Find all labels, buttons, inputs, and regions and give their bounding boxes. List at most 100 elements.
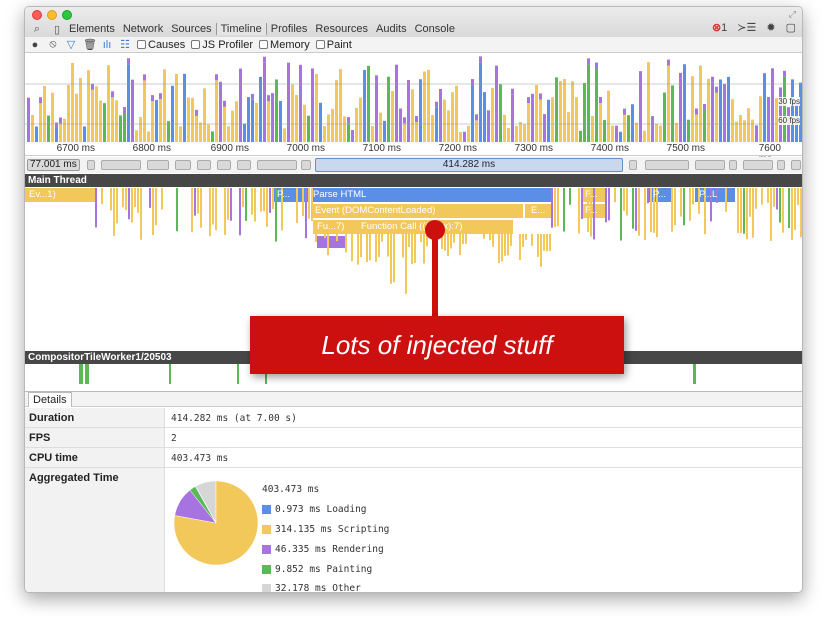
- overview-bar: [603, 120, 606, 142]
- frame-pill[interactable]: [217, 160, 231, 170]
- frame-pill[interactable]: [101, 160, 141, 170]
- clear-icon[interactable]: ⦸: [49, 38, 57, 50]
- tab-profiles[interactable]: Profiles: [270, 23, 308, 35]
- left-frame-time[interactable]: 77.001 ms: [27, 159, 80, 171]
- flame-slice: [137, 188, 139, 213]
- tab-network[interactable]: Network: [122, 23, 164, 35]
- tab-console[interactable]: Console: [414, 23, 455, 35]
- selected-frame[interactable]: 414.282 ms: [315, 158, 623, 172]
- overview-bar: [31, 114, 34, 142]
- flame-chart[interactable]: Ev...1) P... Parse HTML F... P... P...L …: [25, 188, 802, 354]
- overview-bar: [715, 92, 718, 142]
- checkbox-box[interactable]: [315, 40, 325, 49]
- frame-pill[interactable]: [87, 160, 95, 170]
- memory-checkbox[interactable]: Memory: [259, 39, 310, 51]
- frame-pill[interactable]: [301, 160, 311, 170]
- overview-bar: [219, 81, 222, 142]
- flame-parse-l[interactable]: P...L: [699, 189, 718, 200]
- error-counter[interactable]: ⊗1: [712, 21, 727, 34]
- flame-slice: [797, 188, 799, 206]
- tab-details[interactable]: Details: [28, 392, 72, 407]
- flame-function-call[interactable]: Function Call ((index):7): [361, 221, 463, 232]
- overview-bar-segment: [587, 58, 590, 65]
- frame-pill[interactable]: [645, 160, 689, 170]
- overview-bar: [507, 128, 510, 142]
- frame-pill[interactable]: [147, 160, 169, 170]
- overview-bar: [151, 101, 154, 142]
- overview-bar: [387, 76, 390, 142]
- overview-bar: [519, 121, 522, 142]
- flame-slice: [155, 188, 157, 226]
- title-bar: ⤢ ⌕ ▯ Elements Network Sources Timeline …: [25, 7, 802, 37]
- fullscreen-icon[interactable]: ⤢: [788, 9, 796, 19]
- search-icon[interactable]: ⌕: [33, 22, 41, 35]
- checkbox-box[interactable]: [191, 40, 201, 49]
- tab-resources[interactable]: Resources: [315, 23, 368, 35]
- main-thread-header[interactable]: Main Thread: [25, 174, 802, 187]
- frame-pill[interactable]: [237, 160, 251, 170]
- filter-icon[interactable]: ▽: [66, 39, 76, 51]
- flame-parse[interactable]: P...: [277, 189, 291, 200]
- frame-pill[interactable]: [257, 160, 297, 170]
- overview-bar: [695, 114, 698, 142]
- minimize-window-button[interactable]: [47, 10, 57, 20]
- frame-pill[interactable]: [629, 160, 637, 170]
- flame-paint[interactable]: P...: [653, 189, 667, 200]
- flame-function[interactable]: F...: [585, 189, 598, 200]
- drawer-toggle-icon[interactable]: ≻☰: [737, 22, 757, 34]
- frame-pill[interactable]: [743, 160, 773, 170]
- frame-pill[interactable]: [695, 160, 725, 170]
- overview-bar: [667, 65, 670, 142]
- overview-bar: [347, 123, 350, 142]
- overview-bar-segment: [91, 83, 94, 90]
- flame-slice: [296, 188, 298, 223]
- frame-pill[interactable]: [791, 160, 801, 170]
- overview-bar: [279, 100, 282, 142]
- tab-sources[interactable]: Sources: [171, 23, 212, 35]
- frames-view-icon[interactable]: ılı: [102, 38, 112, 51]
- overview-bar: [363, 69, 366, 142]
- flame-dom-content-loaded[interactable]: Event (DOMContentLoaded): [315, 205, 436, 216]
- overview-bar: [283, 128, 286, 142]
- zoom-window-button[interactable]: [62, 10, 72, 20]
- paint-checkbox[interactable]: Paint: [315, 39, 352, 51]
- overview-bar-segment: [251, 93, 254, 100]
- flame-slice: [122, 188, 124, 208]
- flame-function-call-short[interactable]: Fu...7): [317, 221, 345, 232]
- tab-elements[interactable]: Elements: [69, 23, 115, 35]
- device-mode-icon[interactable]: ▯: [53, 23, 61, 36]
- frame-pill[interactable]: [175, 160, 191, 170]
- frame-pill[interactable]: [197, 160, 211, 170]
- dock-side-icon[interactable]: ▢: [785, 22, 796, 34]
- causes-checkbox[interactable]: Causes: [137, 39, 185, 51]
- frame-pill[interactable]: [729, 160, 737, 170]
- flame-function-short[interactable]: F...: [585, 205, 598, 216]
- ruler-tick: 6700 ms: [56, 143, 95, 154]
- overview-bar: [547, 99, 550, 142]
- flame-slice: [245, 188, 247, 221]
- gear-icon[interactable]: ✹: [766, 22, 776, 34]
- checkbox-box[interactable]: [259, 40, 269, 49]
- tab-timeline[interactable]: Timeline: [215, 23, 267, 35]
- flame-slice: [791, 188, 793, 240]
- frames-strip[interactable]: 77.001 ms 414.282 ms: [25, 157, 802, 173]
- js-profiler-checkbox[interactable]: JS Profiler: [191, 39, 253, 51]
- ruler-tick: 7200 ms: [438, 143, 477, 154]
- flame-event[interactable]: Ev...1): [29, 189, 56, 200]
- close-window-button[interactable]: [32, 10, 42, 20]
- legend-label: 314.135 ms Scripting: [275, 524, 390, 535]
- overview-bar: [699, 65, 702, 142]
- record-icon[interactable]: ●: [31, 38, 39, 51]
- overview-bar-segment: [143, 74, 146, 81]
- flame-view-icon[interactable]: ☷: [120, 39, 130, 51]
- overview-bar: [355, 107, 358, 142]
- frame-pill[interactable]: [777, 160, 785, 170]
- frames-overview[interactable]: 30 fps 60 fps: [25, 54, 802, 143]
- flame-parse-html[interactable]: Parse HTML: [313, 189, 367, 200]
- garbage-collect-icon[interactable]: 🗑: [83, 39, 97, 51]
- checkbox-box[interactable]: [137, 40, 146, 49]
- flame-slice: [647, 188, 649, 204]
- tab-audits[interactable]: Audits: [376, 23, 407, 35]
- overview-bar: [571, 81, 574, 142]
- flame-event-short[interactable]: E...: [531, 205, 546, 216]
